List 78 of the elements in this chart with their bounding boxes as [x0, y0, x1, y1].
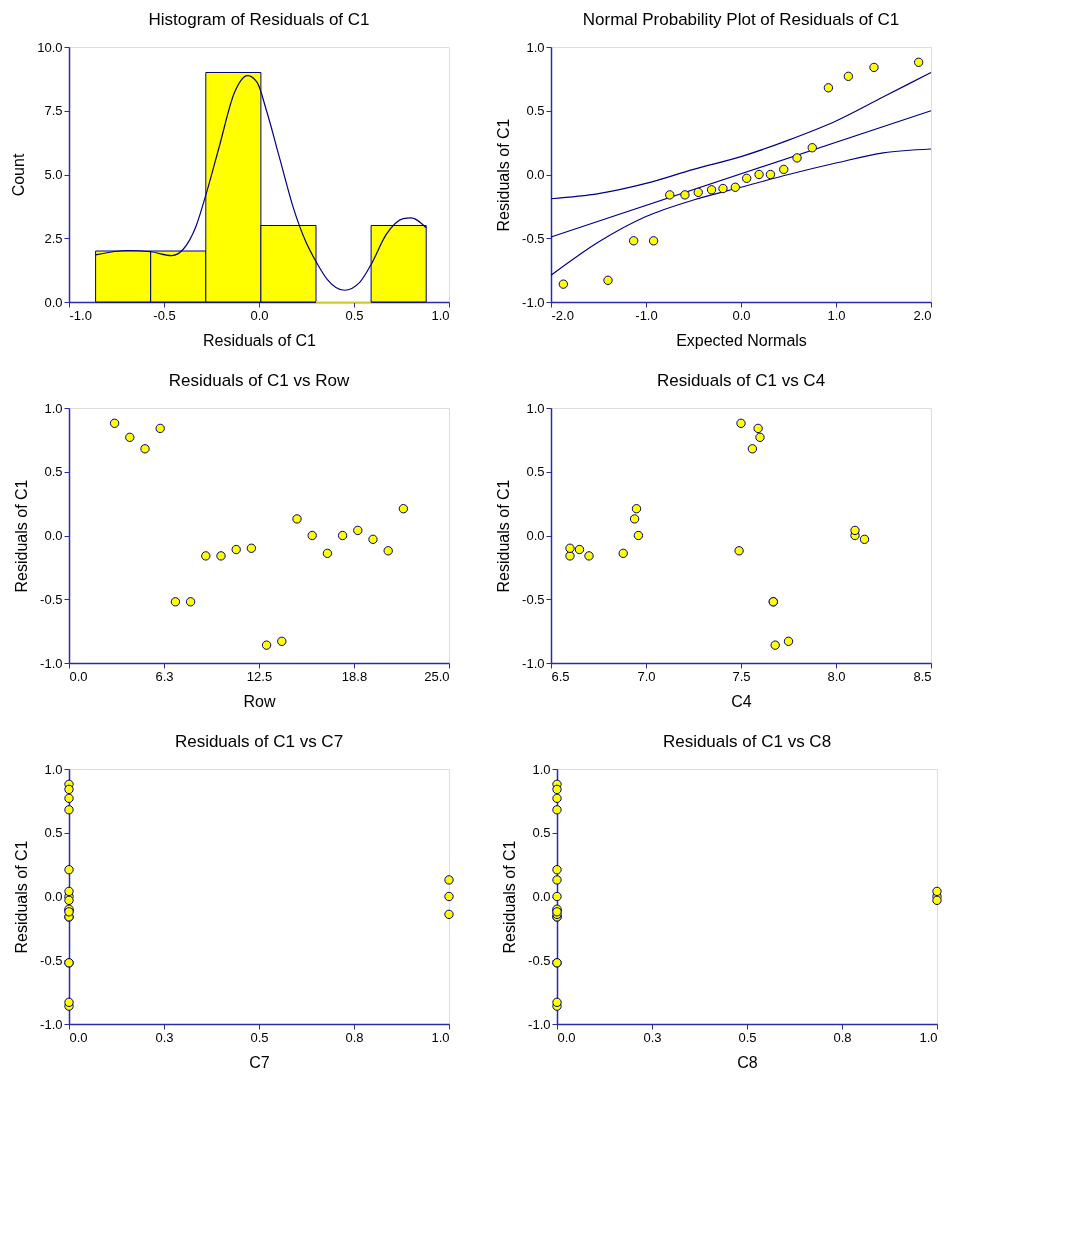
chart-title: Histogram of Residuals of C1 — [148, 10, 370, 29]
y-tick-label: 2.5 — [44, 230, 63, 246]
chart-title: Residuals of C1 vs C7 — [174, 732, 344, 751]
x-tick-label: 0.0 — [557, 1029, 576, 1045]
y-tick-label: 0.0 — [44, 294, 63, 310]
y-axis-title: Residuals of C1 — [495, 479, 513, 593]
y-tick-label: -1.0 — [522, 655, 545, 671]
x-axis-title: Expected Normals — [676, 331, 807, 349]
y-tick-label: 5.0 — [44, 167, 63, 182]
x-tick-label: 2.0 — [913, 307, 932, 323]
y-axis-title: Residuals of C1 — [501, 840, 519, 954]
y-tick-label: -0.5 — [522, 591, 545, 607]
x-tick-label: 8.5 — [913, 668, 932, 684]
y-axis-title: Residuals of C1 — [495, 118, 513, 232]
y-tick-label: -0.5 — [528, 952, 551, 968]
y-tick-label: -0.5 — [522, 230, 545, 246]
x-tick-label: 0.3 — [643, 1029, 662, 1045]
x-tick-label: 1.0 — [431, 1029, 450, 1045]
x-tick-label: 0.5 — [738, 1029, 757, 1045]
y-axis-title: Count — [10, 153, 28, 197]
x-tick-label: 1.0 — [431, 307, 450, 323]
x-axis-title: C4 — [731, 692, 752, 710]
x-tick-label: 6.3 — [155, 668, 174, 684]
x-tick-label: 0.5 — [345, 307, 364, 323]
y-axis-title: Residuals of C1 — [13, 840, 31, 954]
y-tick-label: -1.0 — [528, 1016, 551, 1032]
y-tick-label: 0.0 — [44, 528, 63, 543]
chart-title: Normal Probability Plot of Residuals of C1 — [582, 10, 900, 29]
x-tick-label: 0.0 — [732, 307, 751, 323]
x-tick-label: 0.0 — [69, 668, 88, 684]
x-tick-label: 8.0 — [827, 668, 846, 684]
y-tick-label: 1.0 — [526, 39, 545, 55]
x-axis-title: Row — [243, 692, 276, 710]
y-tick-label: 0.0 — [44, 889, 63, 904]
x-tick-label: 0.3 — [155, 1029, 174, 1045]
y-tick-label: -1.0 — [40, 1016, 63, 1032]
y-axis-title: Residuals of C1 — [13, 479, 31, 593]
y-tick-label: -0.5 — [40, 952, 63, 968]
x-tick-label: -1.0 — [69, 307, 92, 323]
x-axis-title: C8 — [737, 1053, 758, 1071]
x-tick-label: 25.0 — [424, 668, 450, 684]
x-tick-label: 7.0 — [637, 668, 656, 684]
y-tick-label: -1.0 — [40, 655, 63, 671]
y-tick-label: 1.0 — [526, 400, 545, 416]
x-tick-label: 0.8 — [833, 1029, 852, 1045]
y-tick-label: 0.0 — [526, 167, 545, 182]
y-tick-label: 0.5 — [532, 825, 551, 841]
y-tick-label: 7.5 — [44, 103, 63, 119]
y-tick-label: 1.0 — [44, 761, 63, 777]
y-tick-label: 1.0 — [44, 400, 63, 416]
y-tick-label: 0.5 — [526, 464, 545, 480]
y-tick-label: -0.5 — [40, 591, 63, 607]
x-tick-label: 1.0 — [919, 1029, 938, 1045]
x-tick-label: 0.5 — [250, 1029, 269, 1045]
x-tick-label: 0.8 — [345, 1029, 364, 1045]
x-tick-label: -0.5 — [153, 307, 176, 323]
x-tick-label: 0.0 — [250, 307, 269, 323]
y-tick-label: 0.0 — [532, 889, 551, 904]
x-axis-title: C7 — [249, 1053, 270, 1071]
y-tick-label: -1.0 — [522, 294, 545, 310]
y-tick-label: 0.5 — [44, 464, 63, 480]
y-tick-label: 0.5 — [44, 825, 63, 841]
y-tick-label: 0.5 — [526, 103, 545, 119]
y-tick-label: 1.0 — [532, 761, 551, 777]
x-tick-label: 0.0 — [69, 1029, 88, 1045]
x-tick-label: 6.5 — [551, 668, 570, 684]
x-tick-label: 18.8 — [341, 668, 368, 684]
y-tick-label: 0.0 — [526, 528, 545, 543]
x-tick-label: -2.0 — [551, 307, 574, 323]
x-tick-label: 1.0 — [827, 307, 846, 323]
y-tick-label: 10.0 — [37, 39, 63, 55]
x-tick-label: 7.5 — [732, 668, 751, 684]
chart-title: Residuals of C1 vs C8 — [662, 732, 832, 751]
chart-title: Residuals of C1 vs C4 — [656, 371, 826, 390]
x-tick-label: -1.0 — [635, 307, 658, 323]
chart-title: Residuals of C1 vs Row — [168, 371, 350, 390]
x-tick-label: 12.5 — [246, 668, 273, 684]
x-axis-title: Residuals of C1 — [203, 331, 317, 349]
